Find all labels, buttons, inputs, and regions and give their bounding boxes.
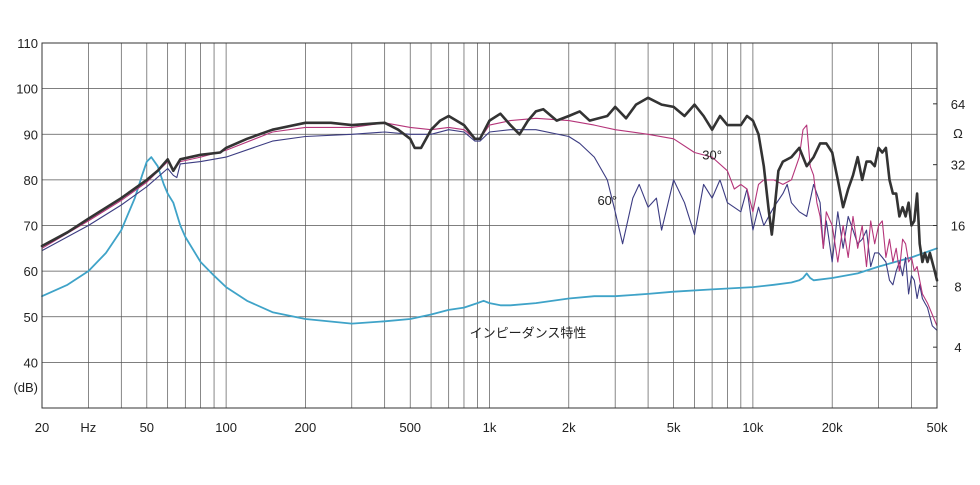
- y2-tick-label: 8: [954, 279, 961, 294]
- y2-tick-label: 4: [954, 340, 961, 355]
- x-tick-label: 50k: [927, 420, 948, 435]
- y2-tick-label: 32: [951, 158, 965, 173]
- x-tick-label: 200: [295, 420, 317, 435]
- y-tick-label: 40: [24, 355, 38, 370]
- y2-unit-label: Ω: [953, 126, 963, 141]
- y-tick-label: (dB): [13, 380, 38, 395]
- x-tick-label: 10k: [742, 420, 763, 435]
- y-tick-label: 100: [16, 82, 38, 97]
- y-tick-label: 60: [24, 264, 38, 279]
- y-tick-label: 50: [24, 310, 38, 325]
- annotation-label: 60°: [597, 193, 617, 208]
- y-tick-label: 80: [24, 173, 38, 188]
- x-tick-label: 2k: [562, 420, 576, 435]
- series-line-3: [41, 156, 938, 325]
- x-tick-label: 100: [215, 420, 237, 435]
- x-tick-label: 50: [140, 420, 154, 435]
- y-tick-label: 90: [24, 127, 38, 142]
- grid-layer: [41, 42, 938, 409]
- annotation-label: インピーダンス特性: [470, 325, 587, 340]
- series-layer: [40, 96, 939, 331]
- y2-tick-label: 64: [951, 97, 965, 112]
- x-tick-label: 1k: [483, 420, 497, 435]
- x-tick-label: 20k: [822, 420, 843, 435]
- label-layer: 20 Hz 50 100 200 500 1k 2k 5k 10k 20k 50k 110 100 90 80…: [13, 36, 965, 435]
- series-line-1: [41, 117, 938, 327]
- annotation-label: 30°: [702, 147, 722, 162]
- x-tick-label: 500: [399, 420, 421, 435]
- y-tick-label: 70: [24, 219, 38, 234]
- y-tick-label: 110: [17, 36, 38, 51]
- y2-tick-label: 16: [951, 219, 965, 234]
- x-tick-label: 5k: [667, 420, 681, 435]
- plot-frame: [41, 42, 938, 409]
- x-tick-label: Hz: [80, 420, 96, 435]
- x-tick-label: 20: [35, 420, 49, 435]
- series-line-0: [40, 96, 939, 282]
